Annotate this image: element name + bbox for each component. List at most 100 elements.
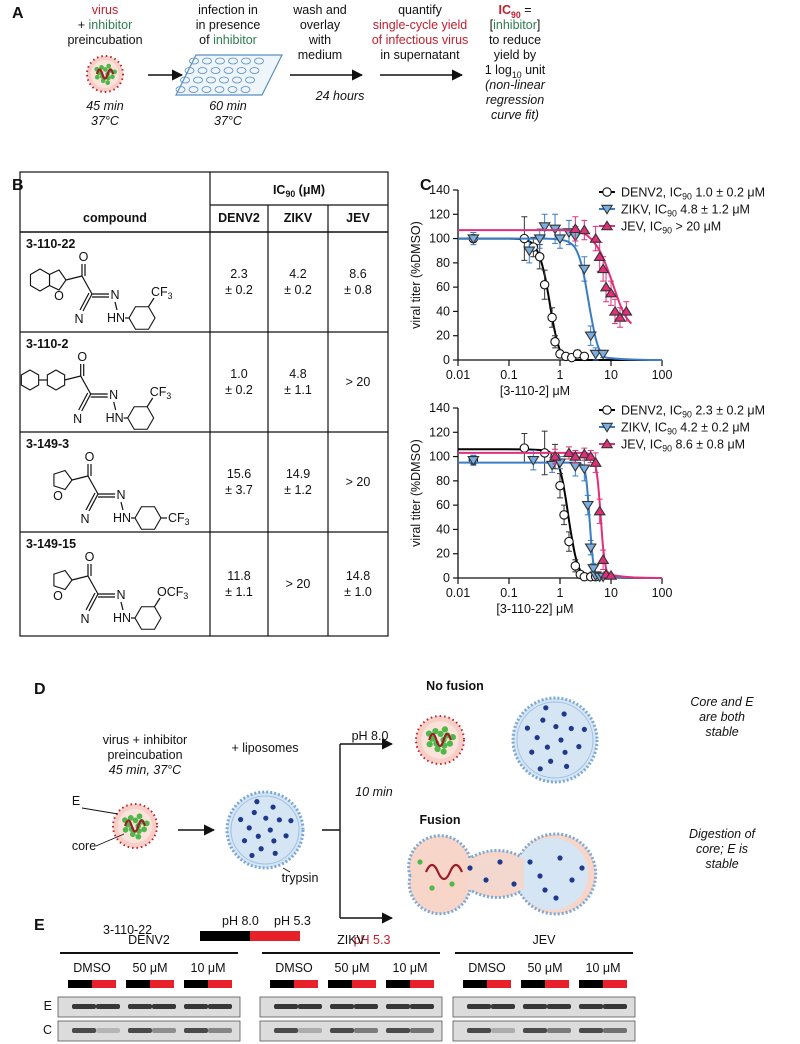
text-segment: are both bbox=[699, 710, 745, 724]
label: 1.0 bbox=[230, 367, 247, 381]
text-segment: 4.8 ± 1.2 μM bbox=[677, 203, 750, 217]
text-line: of infectious virus bbox=[372, 33, 469, 47]
well bbox=[189, 57, 199, 65]
well bbox=[214, 86, 225, 93]
text-line: pH 8.0 bbox=[352, 729, 389, 743]
band bbox=[491, 1028, 515, 1033]
text-segment: of infectious virus bbox=[372, 33, 469, 47]
text-line: CF3 bbox=[168, 511, 190, 527]
y-tick-label: 0 bbox=[443, 353, 450, 367]
band bbox=[603, 1004, 627, 1009]
x-tick-label: 10 bbox=[604, 586, 618, 600]
text-segment: pH 5.3 bbox=[354, 933, 391, 947]
text-line: to reduce bbox=[489, 33, 541, 47]
label: ± 3.7 bbox=[225, 483, 253, 497]
capsid-dot bbox=[441, 726, 449, 733]
ph-bar bbox=[92, 980, 116, 988]
label: 4.2 bbox=[289, 267, 306, 281]
text-segment: Digestion of bbox=[689, 827, 757, 841]
data-point bbox=[584, 331, 597, 342]
label: 15.6 bbox=[227, 467, 251, 481]
content-dot bbox=[562, 749, 568, 755]
ph-bar bbox=[386, 980, 410, 988]
ring bbox=[53, 569, 73, 591]
text-line: [inhibitor] bbox=[490, 18, 541, 32]
content-dot bbox=[524, 725, 530, 731]
label: O bbox=[85, 550, 95, 564]
text-segment: inhibitor bbox=[213, 33, 257, 47]
content-dot bbox=[537, 766, 543, 772]
capsid-dot bbox=[434, 745, 441, 753]
data-point bbox=[539, 279, 550, 290]
content-dot bbox=[576, 744, 582, 750]
fit-curve bbox=[458, 237, 662, 362]
content-dot bbox=[288, 818, 294, 824]
ring bbox=[48, 269, 67, 291]
band bbox=[579, 1028, 603, 1033]
content-dot bbox=[272, 850, 278, 856]
shape bbox=[88, 493, 99, 512]
band bbox=[523, 1004, 547, 1009]
text-segment: = bbox=[521, 3, 532, 17]
x-tick-label: 1 bbox=[557, 586, 564, 600]
content-dot bbox=[497, 859, 503, 865]
text-line: stable bbox=[705, 857, 738, 871]
well bbox=[197, 67, 208, 74]
band bbox=[96, 1004, 120, 1009]
data-point bbox=[589, 232, 602, 243]
text-line: 60 min bbox=[209, 99, 247, 113]
text-segment: 90 bbox=[682, 410, 692, 420]
shape bbox=[65, 275, 83, 281]
shape bbox=[282, 867, 291, 873]
ph-bar bbox=[463, 980, 487, 988]
data-point bbox=[523, 246, 536, 257]
text-line: preincubation bbox=[67, 33, 142, 47]
rna bbox=[95, 68, 115, 80]
label: ZIKV bbox=[337, 933, 365, 947]
label: ± 1.1 bbox=[284, 383, 312, 397]
y-tick-label: 120 bbox=[429, 425, 450, 439]
content-dot bbox=[527, 859, 533, 865]
label: pH 5.3 bbox=[274, 914, 311, 928]
capsid-dot bbox=[100, 78, 106, 84]
well bbox=[241, 57, 251, 65]
text-line: virus bbox=[92, 3, 118, 17]
shape bbox=[113, 401, 117, 411]
y-tick-label: 140 bbox=[429, 401, 450, 415]
virus-core bbox=[117, 808, 153, 844]
text-segment: 90 bbox=[662, 444, 672, 454]
text-line: 37°C bbox=[214, 114, 243, 128]
content-dot bbox=[543, 705, 549, 711]
x-axis-label: [3-110-2] μM bbox=[500, 384, 570, 398]
ph-bar bbox=[545, 980, 569, 988]
data-point bbox=[547, 312, 557, 323]
text-line: + inhibitor bbox=[78, 18, 133, 32]
band bbox=[72, 1028, 96, 1033]
band bbox=[410, 1028, 434, 1033]
content-dot bbox=[276, 817, 282, 823]
data-point bbox=[569, 450, 582, 461]
text-segment: JEV, IC bbox=[621, 438, 662, 452]
shape bbox=[147, 297, 155, 308]
label: 3-110-22 bbox=[103, 923, 152, 937]
text-line: 45 min, 37°C bbox=[109, 763, 182, 777]
label: 8.6 bbox=[349, 267, 366, 281]
rna bbox=[124, 819, 146, 833]
text-line: Core and E bbox=[690, 695, 754, 709]
text-segment: unit bbox=[522, 63, 546, 77]
data-point bbox=[584, 543, 597, 554]
band bbox=[208, 1004, 232, 1009]
data-point bbox=[604, 569, 618, 580]
liposome bbox=[511, 696, 599, 784]
shape bbox=[81, 807, 119, 815]
label: O bbox=[53, 489, 63, 503]
capsid-dot bbox=[122, 827, 129, 833]
content-dot bbox=[537, 873, 543, 879]
band bbox=[298, 1028, 322, 1033]
band bbox=[298, 1004, 322, 1009]
content-dot bbox=[557, 855, 563, 861]
text-segment: DENV2, IC bbox=[621, 186, 682, 200]
shape bbox=[120, 501, 124, 511]
ph-bar bbox=[294, 980, 318, 988]
text-line: stable bbox=[705, 725, 738, 739]
